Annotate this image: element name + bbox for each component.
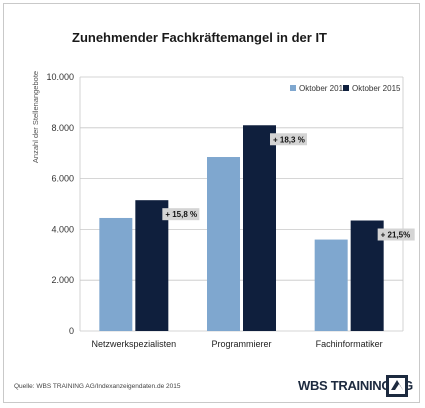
y-tick-label: 2.000 (51, 275, 74, 285)
x-category-label: Fachinformatiker (316, 339, 383, 349)
annotations: + 15,8 % + 18,3 % + 21,5% (162, 133, 415, 241)
growth-annotation: + 15,8 % (165, 210, 197, 219)
growth-annotation-box (162, 208, 200, 221)
legend-swatch (343, 85, 349, 91)
y-tick-label: 0 (69, 326, 74, 336)
y-tick-label: 10.000 (46, 72, 74, 82)
y-axis-label: Anzahl der Stellenangebote (31, 71, 40, 163)
grid-lines (79, 76, 404, 332)
bar-2014 (99, 217, 133, 331)
bar-2015 (243, 125, 276, 331)
growth-annotation: + 21,5% (381, 231, 411, 240)
y-tick-label: 8.000 (51, 123, 74, 133)
y-tick-label: 6.000 (51, 174, 74, 184)
chart-title: Zunehmender Fachkräftemangel in der IT (72, 30, 327, 45)
x-category-label: Programmierer (211, 339, 271, 349)
brand-name: WBS TRAINING AG (298, 378, 413, 393)
growth-annotation-box (377, 228, 415, 241)
legend-swatch (290, 85, 296, 91)
legend: Oktober 2014 Oktober 2015 (290, 84, 401, 93)
x-axis-categories: Netzwerkspezialisten Programmierer Fachinf… (92, 339, 383, 349)
bar-2014 (207, 157, 240, 331)
growth-annotation-box (270, 133, 307, 146)
x-category-label: Netzwerkspezialisten (92, 339, 177, 349)
wbs-logo-icon (386, 375, 408, 397)
legend-label: Oktober 2015 (352, 84, 401, 93)
legend-label: Oktober 2014 (299, 84, 348, 93)
y-axis-ticks: 0 2.000 4.000 6.000 8.000 10.000 (46, 72, 74, 336)
source-note: Quelle: WBS TRAINING AG/Indexanzeigendat… (14, 383, 181, 390)
bars (99, 125, 384, 331)
y-tick-label: 4.000 (51, 224, 74, 234)
bar-2014 (314, 239, 348, 331)
growth-annotation: + 18,3 % (273, 135, 305, 144)
bar-2015 (135, 200, 169, 331)
